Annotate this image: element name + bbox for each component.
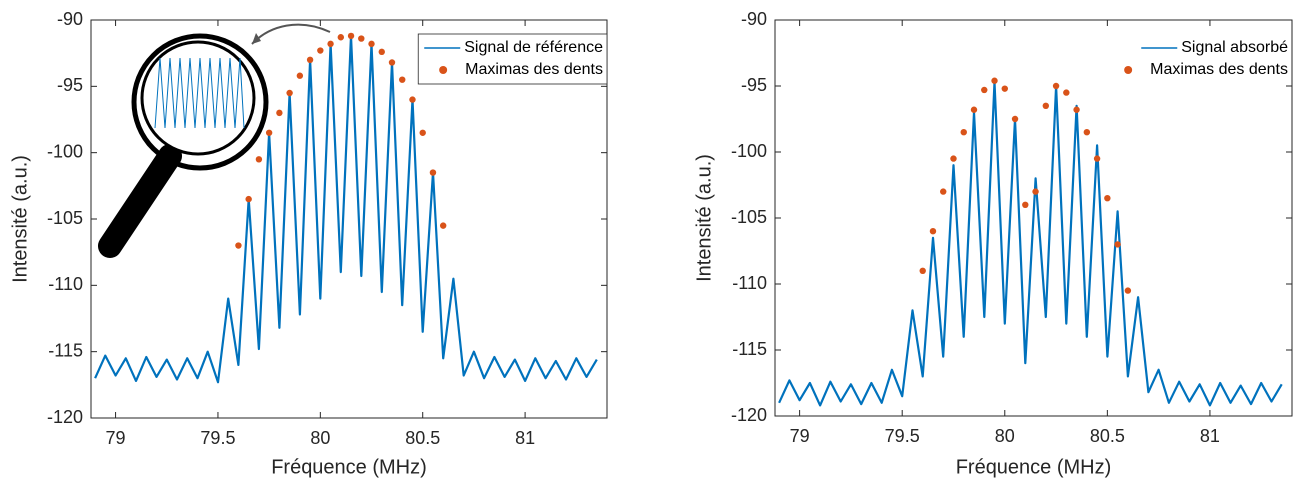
marker	[1093, 155, 1101, 162]
marker	[245, 195, 252, 203]
marker	[235, 242, 242, 249]
marker	[981, 86, 988, 94]
x-tick-label: 80	[310, 428, 330, 448]
marker	[286, 89, 293, 97]
arrow	[251, 23, 331, 45]
marker	[1073, 106, 1080, 113]
marker	[327, 40, 334, 48]
lens-signal	[154, 57, 245, 129]
y-tick-label: -90	[741, 9, 767, 29]
marker	[317, 47, 324, 54]
y-tick-label: -115	[732, 339, 767, 359]
marker	[929, 228, 937, 235]
lens-ring	[131, 33, 269, 171]
lens	[140, 40, 256, 156]
plot-area	[778, 77, 1283, 407]
y-tick-label: -110	[732, 273, 767, 293]
marker	[1124, 287, 1132, 294]
x-tick-label: 81	[1200, 426, 1220, 446]
legend-label: Signal absorbé	[1181, 39, 1288, 56]
x-axis-label: Fréquence (MHz)	[956, 456, 1112, 478]
legend-label: Signal de référence	[464, 39, 603, 56]
marker	[1011, 115, 1019, 123]
marker	[368, 40, 375, 48]
x-tick-label: 80.5	[405, 428, 440, 448]
y-tick-label: -115	[48, 340, 83, 360]
marker	[1063, 89, 1070, 96]
signal-line	[94, 34, 598, 384]
marker	[378, 48, 385, 56]
y-tick-label: -95	[741, 75, 767, 95]
marker	[388, 59, 396, 66]
x-axis-label: Fréquence (MHz)	[271, 456, 427, 478]
y-axis-label: Intensité (a.u.)	[9, 155, 31, 283]
marker	[409, 96, 416, 103]
legend-marker	[439, 66, 448, 74]
y-tick-label: -90	[57, 9, 83, 29]
marker	[940, 188, 947, 195]
marker	[347, 32, 355, 40]
marker	[255, 156, 263, 163]
arrow-head	[252, 33, 261, 44]
y-tick-label: -120	[731, 405, 767, 425]
x-tick-label: 79.5	[885, 426, 920, 446]
legend: Signal de référence Maximas des dents	[417, 33, 608, 85]
y-axis-label: Intensité (a.u.)	[693, 154, 715, 282]
marker	[1104, 195, 1111, 202]
legend-label: Maximas des dents	[465, 61, 603, 78]
marker	[919, 267, 926, 274]
x-tick-label: 79.5	[200, 428, 235, 448]
y-tick-label: -110	[48, 274, 83, 294]
marker	[399, 76, 406, 83]
x-tick-label: 80	[995, 426, 1015, 446]
marker	[1052, 82, 1060, 90]
marker	[1001, 85, 1008, 92]
marker	[950, 155, 957, 162]
marker	[265, 129, 273, 136]
y-tick-label: -120	[47, 407, 83, 427]
subplot: 79 79.5 80 80.5 81 -120 -115 -110 -105 -100 -95 -90…	[9, 9, 608, 478]
marker	[439, 222, 447, 229]
handle	[98, 144, 182, 258]
marker	[1114, 241, 1121, 248]
marker	[276, 109, 283, 117]
x-tick-label: 79	[790, 426, 810, 446]
legend-label: Maximas des dents	[1150, 61, 1288, 78]
marker	[358, 35, 365, 42]
legend: Signal absorbé Maximas des dents	[1124, 39, 1288, 78]
marker	[1022, 201, 1029, 208]
y-tick-label: -100	[731, 141, 767, 161]
y-tick-label: -105	[731, 207, 767, 227]
marker	[419, 129, 426, 136]
subplot: 79 79.5 80 80.5 81 -120 -115 -110 -105 -100 -95 -90…	[693, 9, 1293, 478]
x-tick-label: 80.5	[1090, 426, 1125, 446]
x-tick-label: 81	[515, 428, 535, 448]
x-tick-label: 79	[106, 428, 126, 448]
marker	[296, 72, 304, 79]
marker	[1083, 129, 1091, 136]
marker	[1032, 188, 1039, 195]
y-tick-label: -100	[47, 141, 83, 161]
signal-line	[778, 80, 1283, 407]
marker	[337, 34, 345, 41]
marker	[960, 129, 967, 136]
marker	[429, 169, 437, 176]
legend-frame	[417, 33, 608, 85]
y-tick-label: -95	[57, 75, 83, 95]
magnifier-icon	[98, 23, 331, 258]
marker	[991, 77, 998, 84]
y-tick-label: -105	[47, 208, 83, 228]
legend-marker	[1124, 66, 1133, 74]
marker	[306, 56, 314, 63]
marker	[970, 106, 978, 113]
marker	[1042, 102, 1050, 110]
plot-area	[94, 32, 598, 384]
